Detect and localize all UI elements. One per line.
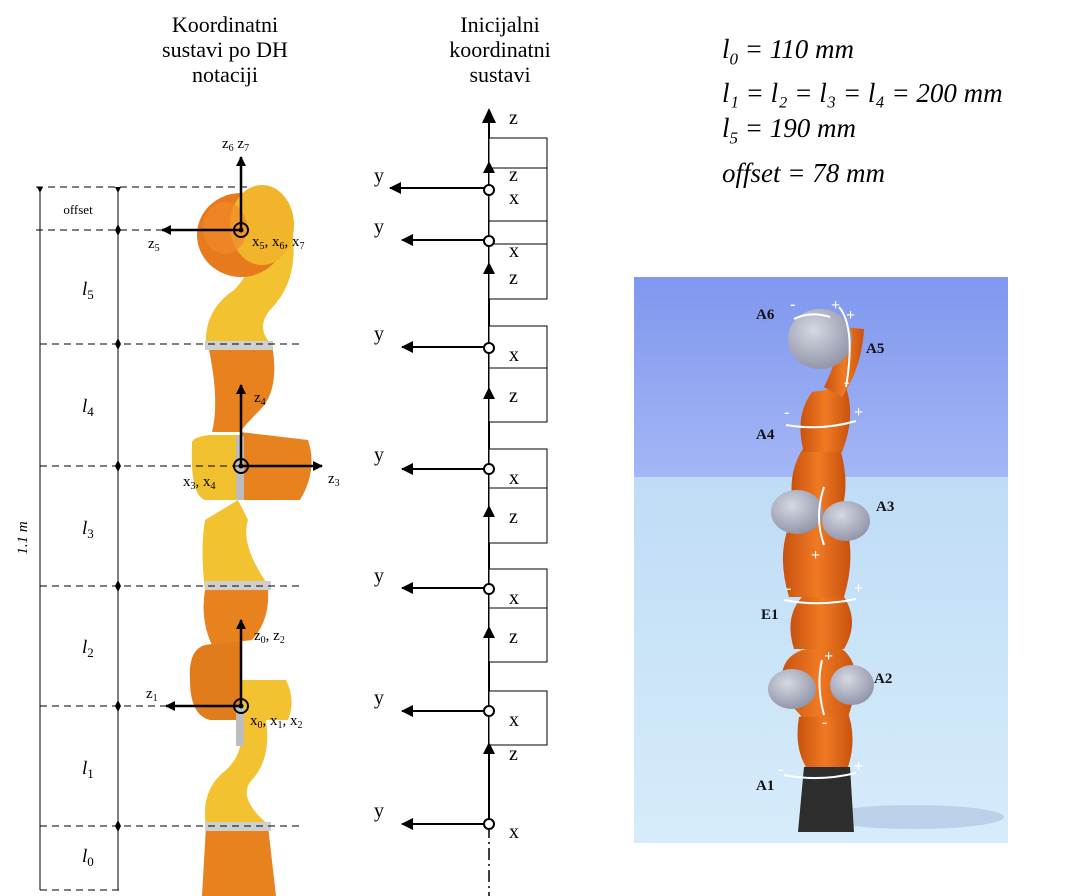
y-label-3: y	[374, 323, 384, 345]
joint-label-a1: A1	[756, 778, 774, 794]
sign-e1-plus: +	[854, 580, 863, 597]
sign-a1-minus: -	[778, 761, 783, 778]
sign-e1-minus: -	[786, 580, 791, 597]
joint-label-a2: A2	[874, 671, 892, 687]
z-arrowheads	[483, 161, 495, 754]
sign-a1-plus: +	[854, 758, 863, 775]
sign-a5-minus: -	[844, 374, 849, 391]
frame-boxes	[488, 137, 548, 746]
sign-a2-plus: +	[824, 648, 833, 665]
rotation-arrows	[783, 306, 857, 780]
parameters-block: l0 = 110 mm l₁ = l₂ = l₃ = l₄ = 200 mm l…	[722, 32, 1003, 191]
label-x5-x6-x7: x5, x6, x7	[252, 234, 305, 252]
label-z0-z2: z0, z2	[254, 628, 285, 646]
dh-robot-body	[189, 185, 312, 896]
label-x0-x1-x2: x0, x1, x2	[250, 713, 303, 731]
segment-label-l2: l2	[82, 637, 94, 660]
z-label-2: z	[509, 267, 518, 289]
dh-heading-line3: notaciji	[192, 62, 258, 87]
y-arrows	[389, 182, 489, 830]
label-z6-z7: z6 z7	[222, 136, 249, 154]
init-heading-line2: koordinatni	[449, 37, 551, 62]
param-l0: l0 = 110 mm	[722, 34, 854, 69]
x-label-7: x	[509, 821, 519, 843]
label-z4: z4	[254, 390, 266, 408]
offset-label: offset	[63, 202, 93, 217]
init-heading: Inicijalni koordinatni sustavi	[420, 12, 580, 87]
param-l5: l5 = 190 mm	[722, 113, 856, 148]
origin-circles	[483, 184, 495, 830]
total-height-label: 1.1 m	[15, 521, 31, 555]
sign-a2-minus: -	[822, 714, 827, 731]
dh-notation-figure: offset 1.1 m l5 l4 l3 l2 l1 l0 z6 z7 z5 …	[15, 136, 340, 896]
sign-a4-minus: -	[784, 404, 789, 421]
init-heading-line3: sustavi	[469, 62, 531, 87]
z-label-5: z	[509, 626, 518, 648]
joint-labels: A6 A5 A4 A3 E1 A2 A1	[756, 307, 894, 794]
x-label-3: x	[509, 344, 519, 366]
y-label-1: y	[374, 165, 384, 187]
joint-label-a3: A3	[876, 499, 894, 515]
dh-frame-axes	[161, 156, 323, 711]
dh-heading-line2: sustavi po DH	[162, 37, 288, 62]
y-label-4: y	[374, 444, 384, 466]
joint-label-a4: A4	[756, 427, 775, 443]
segment-label-l3: l3	[82, 518, 94, 541]
segment-label-l0: l0	[82, 846, 94, 869]
x-label-4: x	[509, 467, 519, 489]
y-label-7: y	[374, 800, 384, 822]
x-label-6: x	[509, 709, 519, 731]
initial-frames-figure: z	[374, 107, 548, 896]
label-z3: z3	[328, 471, 340, 489]
joint-label-a6: A6	[756, 307, 775, 323]
sign-a4-plus: +	[854, 404, 863, 421]
y-label-5: y	[374, 565, 384, 587]
top-z-label: z	[509, 107, 518, 129]
joint-label-a5: A5	[866, 341, 884, 357]
param-l1-l4: l₁ = l₂ = l₃ = l₄ = 200 mm	[722, 78, 1003, 109]
x-label-5: x	[509, 587, 519, 609]
direction-signs: - + + - - + + - + + - - +	[778, 296, 863, 778]
y-label-6: y	[374, 687, 384, 709]
z-label-4: z	[509, 506, 518, 528]
z-label-6: z	[509, 743, 518, 765]
sign-a5-plus: +	[846, 307, 855, 324]
segment-label-l5: l5	[82, 279, 94, 302]
x-label-2: x	[509, 240, 519, 262]
sign-a6-minus: -	[790, 296, 795, 313]
top-axis-arrowhead	[482, 108, 496, 123]
x-label-1: x	[509, 187, 519, 209]
z-label-1: z	[509, 164, 518, 186]
joint-label-e1: E1	[761, 607, 779, 623]
dimension-ticks	[37, 187, 121, 832]
param-offset: offset = 78 mm	[722, 157, 885, 188]
sign-a6-plus: +	[831, 297, 840, 314]
label-z1: z1	[146, 686, 158, 704]
segment-label-l4: l4	[82, 396, 94, 419]
dh-frame-origins	[233, 222, 249, 714]
dh-heading-line1: Koordinatni	[171, 12, 279, 37]
kuka-robot	[768, 309, 874, 832]
dh-heading: Koordinatni sustavi po DH notaciji	[130, 12, 320, 87]
y-label-2: y	[374, 216, 384, 238]
segment-label-l1: l1	[82, 758, 94, 781]
label-z5: z5	[148, 236, 160, 254]
sign-a3-plus: +	[811, 547, 820, 564]
z-label-3: z	[509, 385, 518, 407]
robot-photo: - + + - - + + - + + - - + A6 A5 A4 A3 E1…	[634, 277, 1008, 843]
segment-labels: l5 l4 l3 l2 l1 l0	[82, 279, 94, 869]
init-heading-line1: Inicijalni	[460, 12, 540, 37]
